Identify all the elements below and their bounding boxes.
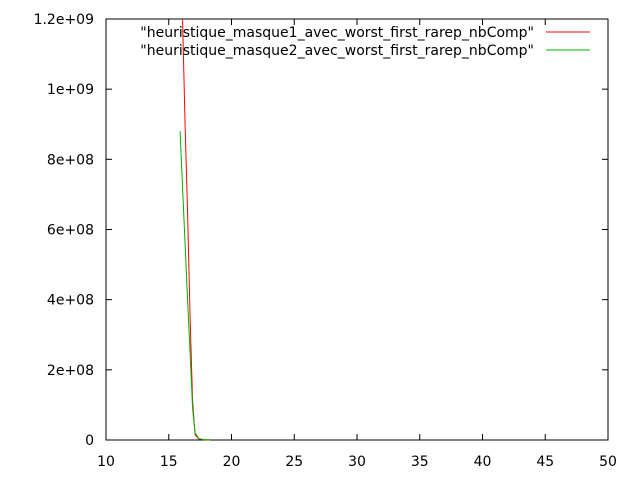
series-line-1 [182,18,211,441]
y-tick-label: 1.2e+09 [34,12,94,28]
x-tick-label: 25 [285,454,303,470]
y-tick-label: 1e+09 [47,82,94,98]
plot-frame [105,18,609,441]
x-tick-label: 40 [474,454,492,470]
y-tick-label: 2e+08 [47,363,94,379]
x-tick-label: 45 [536,454,554,470]
legend-label-2: "heuristique_masque2_avec_worst_first_ra… [140,43,534,59]
series-line-2 [179,131,211,441]
y-tick-label: 4e+08 [47,293,94,309]
x-tick-label: 35 [411,454,429,470]
y-tick-label: 0 [85,433,94,449]
x-tick-label: 50 [599,454,617,470]
x-tick-label: 10 [97,454,115,470]
x-tick-label: 20 [223,454,241,470]
x-axis: 10 15 20 25 30 35 40 45 50 [97,19,617,470]
series-layer [179,18,211,441]
legend-label-1: "heuristique_masque1_avec_worst_first_ra… [140,25,534,41]
legend: "heuristique_masque1_avec_worst_first_ra… [140,25,590,59]
x-tick-label: 30 [348,454,366,470]
x-tick-label: 15 [160,454,178,470]
y-tick-label: 8e+08 [47,152,94,168]
y-axis: 0 2e+08 4e+08 6e+08 8e+08 1e+09 1.2e+09 [34,12,608,449]
y-tick-label: 6e+08 [47,223,94,239]
